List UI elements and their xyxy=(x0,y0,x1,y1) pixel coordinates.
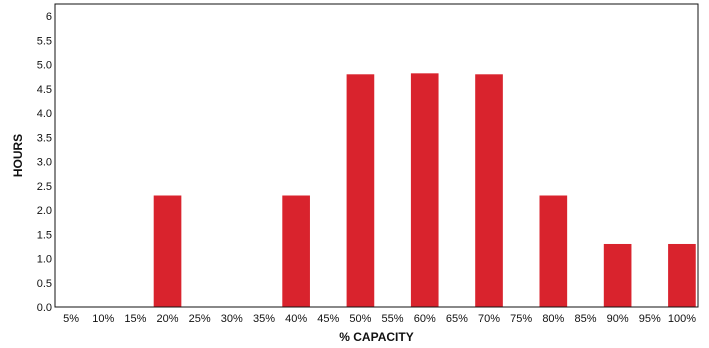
x-tick-label: 55% xyxy=(382,313,404,325)
x-axis-title: % CAPACITY xyxy=(339,330,413,344)
x-tick-label: 10% xyxy=(92,313,114,325)
plot-frame xyxy=(54,3,699,308)
x-tick-label: 30% xyxy=(221,313,243,325)
bar-70pct xyxy=(475,74,503,307)
y-tick-label: 5.5 xyxy=(37,35,52,47)
bar-100pct xyxy=(668,243,696,307)
x-tick-label: 75% xyxy=(510,313,532,325)
bar-80pct xyxy=(539,195,568,307)
bar-60pct xyxy=(410,73,439,307)
x-tick-label: 80% xyxy=(542,313,564,325)
bar-20pct xyxy=(153,195,182,307)
y-tick-label: 5.0 xyxy=(37,60,52,72)
y-tick-label: 4.5 xyxy=(37,84,52,96)
bar-50pct xyxy=(346,74,375,307)
x-tick-label: 40% xyxy=(285,313,307,325)
y-tick-label: 2.0 xyxy=(37,205,52,217)
y-tick-label: 0.0 xyxy=(37,302,52,314)
y-tick-label: 2.5 xyxy=(37,181,52,193)
y-tick-label: 6 xyxy=(46,11,52,23)
x-tick-label: 85% xyxy=(574,313,596,325)
x-tick-label: 60% xyxy=(414,313,436,325)
bar-90pct xyxy=(603,243,632,307)
y-tick-label: 0.5 xyxy=(37,278,52,290)
x-tick-label: 70% xyxy=(478,313,500,325)
y-ticks-layer: 0.0 0.5 1.0 1.5 2.0 2.5 3.0 3.5 4.0 4.5 5.0 5.5 6 xyxy=(37,11,52,314)
x-tick-label: 65% xyxy=(446,313,468,325)
x-tick-label: 100% xyxy=(668,313,696,325)
x-tick-label: 5% xyxy=(63,313,79,325)
x-tick-label: 20% xyxy=(157,313,179,325)
x-ticks-layer: 5% 10% 15% 20% 25% 30% 35% 40% 45% 50% 55% 60% 65% 70… xyxy=(63,313,696,325)
x-tick-label: 45% xyxy=(317,313,339,325)
bars-layer xyxy=(153,73,696,307)
x-tick-label: 35% xyxy=(253,313,275,325)
y-tick-label: 4.0 xyxy=(37,108,52,120)
x-tick-label: 50% xyxy=(349,313,371,325)
y-tick-label: 3.0 xyxy=(37,157,52,169)
x-tick-label: 90% xyxy=(607,313,629,325)
x-tick-label: 25% xyxy=(189,313,211,325)
x-tick-label: 95% xyxy=(639,313,661,325)
y-tick-label: 3.5 xyxy=(37,132,52,144)
y-axis-title: HOURS xyxy=(11,134,25,177)
bar-40pct xyxy=(282,195,310,307)
x-tick-label: 15% xyxy=(124,313,146,325)
y-tick-label: 1.0 xyxy=(37,254,52,266)
y-tick-label: 1.5 xyxy=(37,229,52,241)
